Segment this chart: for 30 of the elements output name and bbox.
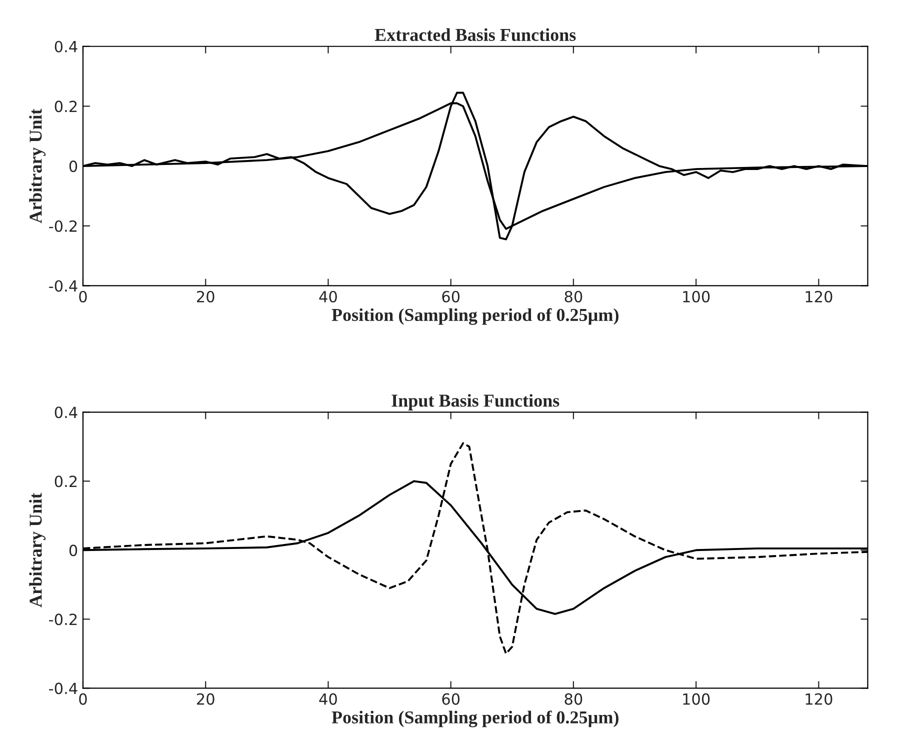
x-axis-title: Position (Sampling period of 0.25µm) — [332, 710, 618, 728]
x-tick-label: 100 — [683, 290, 710, 302]
y-tick-label: -0.2 — [49, 614, 77, 626]
x-tick-label: 120 — [806, 693, 832, 705]
x-tick-label: 60 — [442, 693, 460, 705]
chart-title: Input Basis Functions — [392, 394, 560, 410]
y-axis-title: Arbitrary Unit — [29, 108, 46, 224]
y-tick-label: -0.4 — [49, 280, 78, 292]
y-tick-label: 0.2 — [54, 476, 77, 488]
x-tick-label: 20 — [197, 290, 214, 302]
y-tick-label: -0.2 — [49, 220, 77, 232]
x-tick-label: 20 — [197, 693, 214, 705]
y-tick-label: -0.4 — [49, 682, 78, 694]
x-tick-label: 0 — [79, 290, 87, 302]
x-tick-label: 40 — [319, 290, 337, 302]
y-tick-label: 0 — [69, 544, 78, 556]
y-axis-title: Arbitrary Unit — [29, 492, 46, 608]
x-tick-label: 80 — [564, 290, 582, 302]
x-axis-title: Position (Sampling period of 0.25µm) — [332, 308, 618, 325]
x-tick-label: 100 — [683, 693, 710, 705]
x-tick-label: 0 — [79, 693, 87, 705]
y-tick-label: 0 — [69, 160, 78, 172]
y-tick-label: 0.2 — [54, 100, 77, 112]
y-tick-label: 0.4 — [54, 406, 78, 418]
x-tick-label: 60 — [442, 290, 460, 302]
x-tick-label: 40 — [319, 693, 337, 705]
chart-title: Extracted Basis Functions — [374, 28, 576, 42]
x-tick-label: 120 — [806, 290, 832, 302]
y-tick-label: 0.4 — [54, 40, 78, 52]
x-tick-label: 80 — [564, 693, 582, 705]
